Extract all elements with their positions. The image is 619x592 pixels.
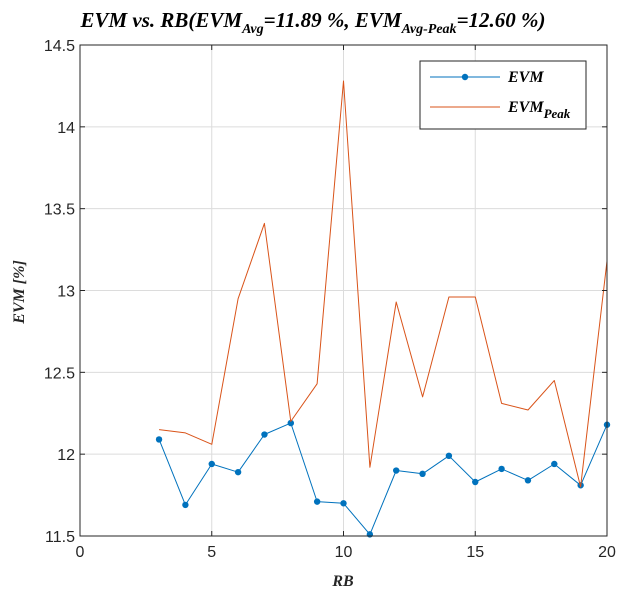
data-point-evm (313, 498, 321, 505)
data-point-evm (445, 452, 453, 460)
x-tick-label: 5 (207, 544, 216, 561)
legend-marker-evm (461, 73, 469, 81)
x-tick-label: 15 (466, 544, 484, 561)
data-point-evm (419, 470, 426, 478)
y-tick-label: 12 (57, 447, 75, 464)
title-mid: =11.89 %, EVM (264, 8, 403, 32)
y-tick-label: 11.5 (45, 529, 75, 546)
legend: EVM EVMPeak (419, 60, 587, 130)
title-sub-avg: Avg (241, 22, 264, 37)
series-layer (155, 80, 611, 538)
y-tick-label: 14.5 (44, 38, 75, 55)
title-suffix: =12.60 %) (457, 8, 546, 32)
x-tick-label: 20 (598, 544, 616, 561)
y-tick-label: 13.5 (44, 202, 75, 219)
data-point-evm (393, 467, 400, 474)
title-sub-avg-peak: Avg-Peak (401, 22, 457, 37)
y-tick-label: 12.5 (44, 365, 75, 382)
series-line-evm (158, 422, 608, 535)
title-prefix: EVM vs. RB(EVM (79, 8, 243, 32)
legend-label-evm-peak: EVMPeak (507, 99, 571, 121)
legend-label-evm: EVM (507, 69, 544, 86)
data-point-evm (524, 477, 532, 484)
x-tick-label: 10 (335, 544, 353, 561)
tick-layer: 0 5 10 15 20 11.5 12 12.5 13 13.5 14 14.5 (44, 38, 616, 561)
data-point-evm (261, 431, 268, 438)
data-point-evm (366, 531, 374, 538)
x-tick-label: 0 (76, 544, 85, 561)
data-point-evm (208, 460, 215, 468)
data-point-evm (472, 478, 479, 486)
chart-title: EVM vs. RB(EVMAvg=11.89 %, EVMAvg-Peak=1… (79, 8, 545, 37)
y-axis-label: EVM [%] (11, 260, 28, 325)
x-axis-label: RB (331, 573, 354, 590)
data-point-evm (340, 500, 347, 507)
data-point-evm (234, 468, 242, 476)
data-point-evm (551, 460, 558, 468)
legend-box (419, 60, 587, 130)
data-point-evm (498, 465, 505, 473)
legend-label-evm-peak-main: EVM (507, 99, 544, 116)
y-tick-label: 14 (57, 120, 75, 137)
series-line-evm-peak (159, 80, 608, 488)
data-point-evm (155, 436, 163, 443)
legend-label-evm-peak-sub: Peak (544, 106, 571, 121)
data-point-evm (182, 501, 189, 509)
data-point-evm (287, 419, 294, 427)
y-tick-label: 13 (57, 284, 75, 301)
